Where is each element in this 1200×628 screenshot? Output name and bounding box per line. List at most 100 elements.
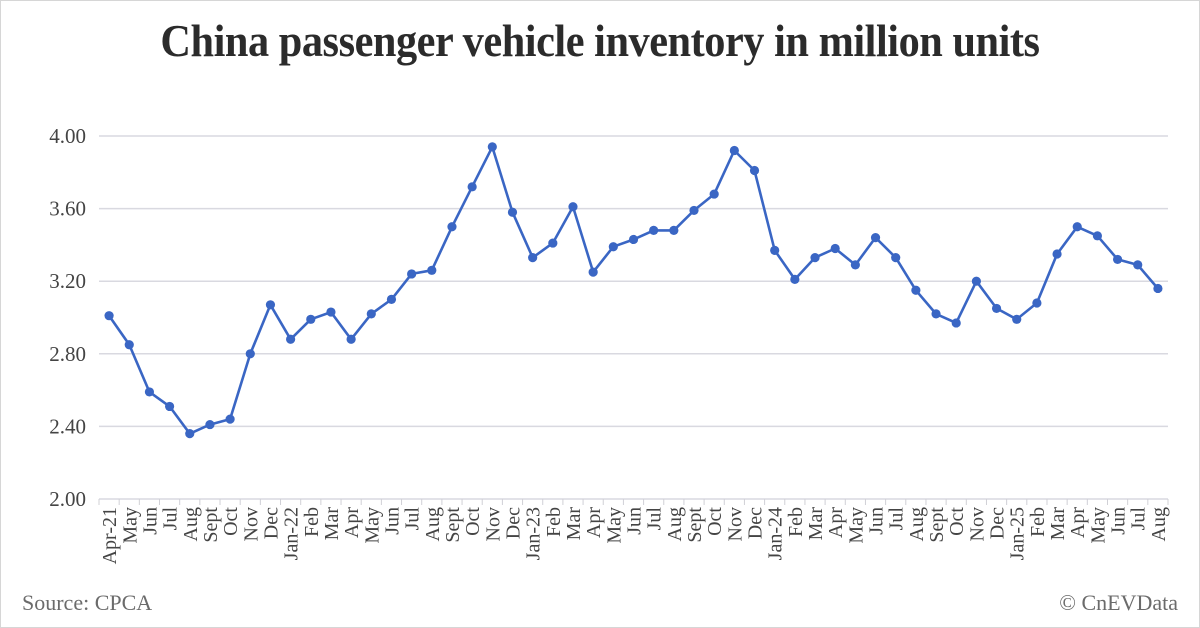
series-layer (104, 142, 1163, 439)
data-point (205, 419, 215, 430)
data-point (124, 340, 134, 350)
data-point (346, 334, 356, 344)
x-tick-label: Feb (785, 507, 807, 537)
x-tick-label: Aug (422, 507, 444, 541)
x-tick-label: Aug (664, 507, 686, 541)
data-point (326, 307, 336, 317)
x-tick-label: Oct (462, 507, 484, 536)
x-tick-label: Dec (987, 507, 1009, 539)
data-point (810, 253, 820, 263)
x-tick-label: Apr (1067, 507, 1089, 538)
x-axis: Apr-21MayJunJulAugSeptOctNovDecJan-22Feb… (98, 499, 1170, 564)
x-tick-label: Jan-25 (1007, 507, 1029, 560)
x-tick-label: Apr (341, 507, 363, 538)
data-point (407, 269, 417, 279)
x-tick-label: May (361, 507, 383, 544)
x-tick-label: Aug (180, 507, 202, 541)
x-tick-label: Jan-23 (523, 507, 545, 560)
data-point (729, 145, 739, 156)
data-point (588, 267, 598, 277)
data-point (286, 334, 296, 344)
x-tick-label: Dec (260, 507, 282, 539)
x-tick-label: Jul (402, 507, 424, 531)
x-tick-label: Oct (704, 507, 726, 536)
data-point (1012, 314, 1022, 324)
data-point (548, 238, 558, 248)
x-tick-label: May (119, 507, 141, 544)
data-point (850, 260, 860, 270)
x-tick-label: Jul (886, 507, 908, 531)
y-tick-label: 2.00 (49, 487, 86, 511)
data-point (366, 309, 376, 319)
data-point (144, 387, 155, 397)
x-tick-label: Nov (724, 507, 746, 541)
x-tick-label: Jun (866, 507, 888, 535)
chart-title: China passenger vehicle inventory in mil… (160, 15, 1040, 66)
x-tick-label: Nov (240, 507, 262, 541)
y-axis: 2.00 2.40 2.80 3.20 3.60 4.00 (49, 124, 86, 511)
x-tick-label: Jan-22 (281, 507, 303, 560)
data-point (669, 225, 679, 235)
data-point (225, 414, 235, 424)
data-point (1133, 260, 1143, 270)
x-tick-label: Jul (644, 507, 666, 531)
x-tick-label: Jul (1128, 507, 1150, 531)
data-point (1052, 249, 1062, 259)
data-point (1072, 222, 1082, 232)
x-tick-label: Jun (1108, 507, 1130, 535)
x-tick-label: Sept (684, 507, 706, 543)
x-tick-label: Aug (906, 507, 928, 541)
data-point (1112, 254, 1123, 265)
data-point (104, 311, 114, 321)
data-point (386, 294, 397, 304)
y-tick-label: 4.00 (49, 124, 86, 148)
series-line (108, 145, 1159, 436)
x-tick-label: Sept (442, 507, 464, 543)
data-point (467, 182, 477, 192)
x-tick-label: Apr (583, 507, 605, 538)
x-tick-label: Aug (1148, 507, 1170, 541)
x-tick-label: Sept (200, 507, 222, 543)
x-tick-label: Feb (301, 507, 323, 537)
x-tick-label: May (603, 507, 625, 544)
data-point (709, 189, 719, 199)
data-point (1032, 298, 1042, 308)
credit-label: © CnEVData (1059, 590, 1178, 615)
x-tick-label: Jun (624, 507, 646, 535)
x-tick-label: Mar (1047, 507, 1069, 541)
y-tick-label: 2.80 (49, 342, 86, 366)
x-tick-label: Jun (139, 507, 161, 535)
data-point (689, 205, 699, 216)
x-tick-label: Mar (563, 507, 585, 541)
x-tick-label: Nov (482, 507, 504, 541)
x-tick-label: Apr (825, 507, 847, 538)
x-tick-label: May (1087, 507, 1109, 544)
data-point (971, 276, 981, 286)
data-point (770, 245, 780, 255)
data-point (790, 274, 800, 284)
x-tick-label: Nov (966, 507, 988, 541)
data-point (245, 349, 255, 359)
x-tick-label: Feb (1027, 507, 1049, 537)
data-point (306, 314, 316, 324)
data-point (528, 253, 538, 263)
x-tick-label: Jan-24 (765, 507, 787, 560)
data-point (749, 165, 760, 176)
x-tick-label: Jul (160, 507, 182, 531)
data-point (265, 300, 276, 310)
data-point (628, 234, 639, 245)
data-point (830, 243, 840, 254)
data-point (870, 233, 881, 243)
gridlines (99, 135, 1168, 500)
data-point (447, 222, 457, 232)
x-tick-label: Oct (220, 507, 242, 536)
data-point (891, 253, 901, 263)
data-point (185, 429, 195, 439)
x-tick-label: Mar (805, 507, 827, 541)
data-point (487, 142, 497, 152)
data-point (1092, 231, 1103, 241)
data-point (911, 285, 921, 295)
x-tick-label: Jun (381, 507, 403, 535)
